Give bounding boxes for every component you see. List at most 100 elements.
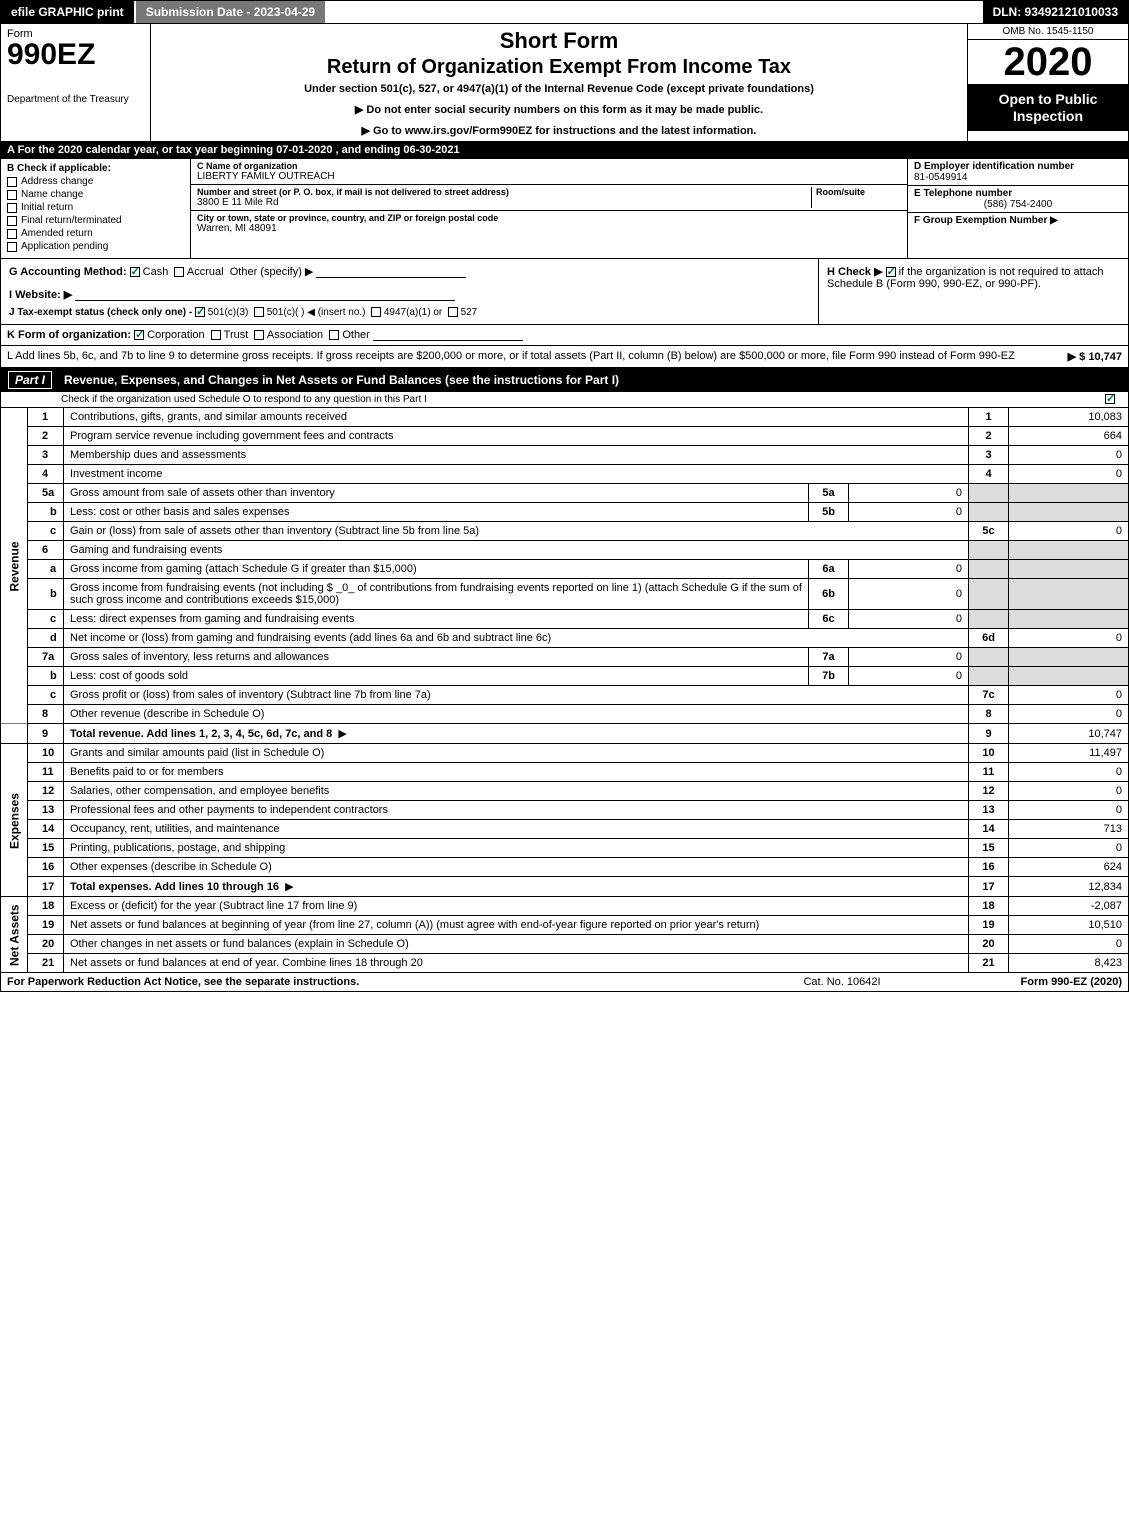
chk-application-pending[interactable]: Application pending	[7, 241, 184, 252]
block-gh: G Accounting Method: Cash Accrual Other …	[0, 259, 1129, 325]
line-10-ref: 10	[969, 744, 1009, 763]
chk-name-change[interactable]: Name change	[7, 189, 184, 200]
line-7c-num: c	[28, 686, 64, 705]
sidelabel-expenses: Expenses	[1, 744, 28, 897]
line-18-desc: Excess or (deficit) for the year (Subtra…	[64, 897, 969, 916]
line-7a-desc: Gross sales of inventory, less returns a…	[64, 648, 809, 667]
phone-value: (586) 754-2400	[914, 199, 1122, 210]
line-2-num: 2	[28, 427, 64, 446]
chk-cash[interactable]	[130, 267, 140, 277]
group-exemption-row: F Group Exemption Number ▶	[908, 213, 1128, 228]
chk-4947[interactable]	[371, 307, 381, 317]
line-j: J Tax-exempt status (check only one) - 5…	[9, 307, 810, 318]
line-17-ref: 17	[969, 877, 1009, 897]
chk-final-return[interactable]: Final return/terminated	[7, 215, 184, 226]
line-21-num: 21	[28, 954, 64, 973]
line-6b-num: b	[28, 579, 64, 610]
street-row: Number and street (or P. O. box, if mail…	[191, 185, 907, 211]
line-16-desc: Other expenses (describe in Schedule O)	[64, 858, 969, 877]
section-a-tax-year: A For the 2020 calendar year, or tax yea…	[0, 142, 1129, 159]
top-bar: efile GRAPHIC print Submission Date - 20…	[0, 0, 1129, 24]
line-6d-num: d	[28, 629, 64, 648]
line-6a-shade	[969, 560, 1009, 579]
form-header-right: OMB No. 1545-1150 2020 Open to Public In…	[968, 24, 1128, 141]
line-5a-num: 5a	[28, 484, 64, 503]
chk-amended-return[interactable]: Amended return	[7, 228, 184, 239]
chk-accrual[interactable]	[174, 267, 184, 277]
line-5b-num: b	[28, 503, 64, 522]
line-8-amt: 0	[1009, 705, 1129, 724]
line-6d-ref: 6d	[969, 629, 1009, 648]
line-7a-shade	[969, 648, 1009, 667]
line-3-desc: Membership dues and assessments	[64, 446, 969, 465]
form-header-left: Form 990EZ Department of the Treasury	[1, 24, 151, 141]
chk-501c[interactable]	[254, 307, 264, 317]
line-9-desc: Total revenue. Add lines 1, 2, 3, 4, 5c,…	[64, 724, 969, 744]
line-15-num: 15	[28, 839, 64, 858]
submission-date-button[interactable]: Submission Date - 2023-04-29	[136, 1, 327, 23]
chk-corporation[interactable]	[134, 330, 144, 340]
line-6-shade2	[1009, 541, 1129, 560]
footer-form-ref: Form 990-EZ (2020)	[942, 976, 1122, 988]
sidelabel-revenue: Revenue	[1, 408, 28, 724]
line-14-desc: Occupancy, rent, utilities, and maintena…	[64, 820, 969, 839]
line-19-amt: 10,510	[1009, 916, 1129, 935]
phone-row: E Telephone number (586) 754-2400	[908, 186, 1128, 213]
line-9-ref: 9	[969, 724, 1009, 744]
line-6b-subval: 0	[849, 579, 969, 610]
line-15-ref: 15	[969, 839, 1009, 858]
chk-association[interactable]	[254, 330, 264, 340]
line-4-desc: Investment income	[64, 465, 969, 484]
col-c-org-info: C Name of organization LIBERTY FAMILY OU…	[191, 159, 908, 258]
line-7c-amt: 0	[1009, 686, 1129, 705]
no-ssn-note: ▶ Do not enter social security numbers o…	[159, 103, 959, 116]
efile-print-button[interactable]: efile GRAPHIC print	[1, 1, 136, 23]
line-14-amt: 713	[1009, 820, 1129, 839]
chk-527[interactable]	[448, 307, 458, 317]
gh-right: H Check ▶ if the organization is not req…	[818, 259, 1128, 324]
chk-schedule-b[interactable]	[886, 267, 896, 277]
line-7a-shade2	[1009, 648, 1129, 667]
dln-label: DLN: 93492121010033	[983, 1, 1128, 23]
h-label: H Check ▶	[827, 266, 883, 278]
line-6c-shade2	[1009, 610, 1129, 629]
line-11-desc: Benefits paid to or for members	[64, 763, 969, 782]
org-name-label: C Name of organization	[197, 161, 901, 171]
city-label: City or town, state or province, country…	[197, 213, 901, 223]
line-l-text: L Add lines 5b, 6c, and 7b to line 9 to …	[7, 350, 1022, 363]
chk-initial-return[interactable]: Initial return	[7, 202, 184, 213]
tax-year: 2020	[968, 40, 1128, 85]
line-5c-amt: 0	[1009, 522, 1129, 541]
other-method-field[interactable]	[316, 266, 466, 278]
chk-schedule-o-part1[interactable]	[1105, 394, 1115, 404]
group-exemption-label: F Group Exemption Number ▶	[914, 215, 1058, 226]
line-4-amt: 0	[1009, 465, 1129, 484]
website-field[interactable]	[75, 289, 455, 301]
other-org-field[interactable]	[373, 329, 523, 341]
ein-label: D Employer identification number	[914, 161, 1122, 172]
line-16-num: 16	[28, 858, 64, 877]
line-10-desc: Grants and similar amounts paid (list in…	[64, 744, 969, 763]
line-6c-num: c	[28, 610, 64, 629]
line-21-desc: Net assets or fund balances at end of ye…	[64, 954, 969, 973]
line-1-amt: 10,083	[1009, 408, 1129, 427]
line-4-num: 4	[28, 465, 64, 484]
line-12-amt: 0	[1009, 782, 1129, 801]
line-7b-desc: Less: cost of goods sold	[64, 667, 809, 686]
room-label: Room/suite	[816, 187, 901, 197]
part-1-header: Part I Revenue, Expenses, and Changes in…	[0, 368, 1129, 392]
short-form-title: Short Form	[159, 28, 959, 54]
chk-trust[interactable]	[211, 330, 221, 340]
line-5c-ref: 5c	[969, 522, 1009, 541]
goto-link[interactable]: ▶ Go to www.irs.gov/Form990EZ for instru…	[159, 124, 959, 137]
return-title: Return of Organization Exempt From Incom…	[159, 56, 959, 79]
chk-address-change[interactable]: Address change	[7, 176, 184, 187]
chk-501c3[interactable]	[195, 307, 205, 317]
omb-number: OMB No. 1545-1150	[968, 24, 1128, 40]
line-18-amt: -2,087	[1009, 897, 1129, 916]
line-6d-amt: 0	[1009, 629, 1129, 648]
line-14-num: 14	[28, 820, 64, 839]
line-7b-shade2	[1009, 667, 1129, 686]
line-19-ref: 19	[969, 916, 1009, 935]
chk-other-org[interactable]	[329, 330, 339, 340]
